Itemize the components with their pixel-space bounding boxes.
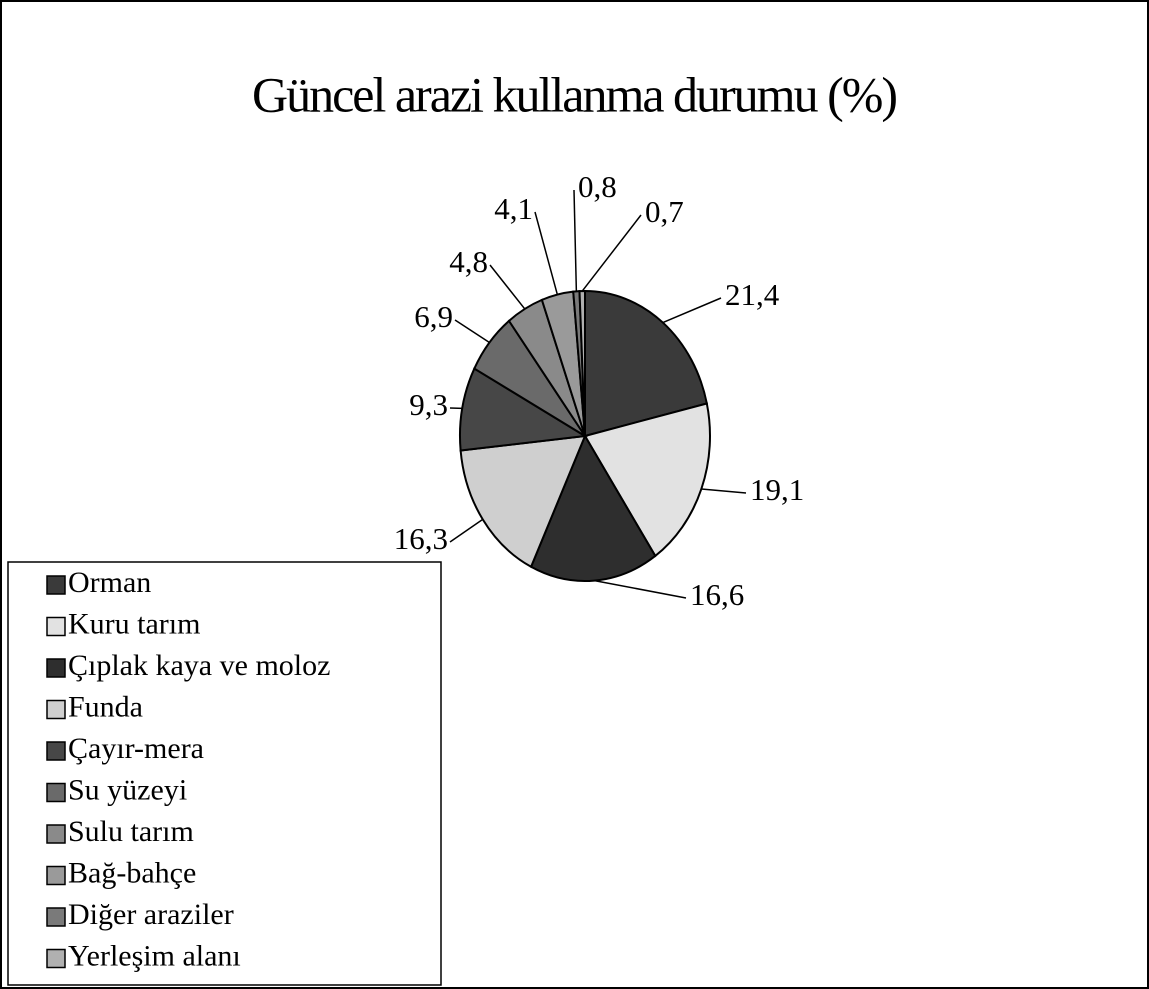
leader-line [489, 264, 526, 310]
data-label: 0,8 [578, 169, 617, 204]
pie-slice [459, 434, 587, 569]
legend-label: Funda [68, 690, 143, 723]
leader-line [534, 211, 559, 295]
legend-swatch [46, 699, 66, 720]
legend-swatch [46, 741, 66, 761]
legend-swatch [46, 616, 66, 637]
data-label: 16,3 [394, 521, 448, 556]
leader-line [454, 319, 490, 344]
legend-swatch [46, 907, 66, 927]
pie-slice [459, 367, 588, 452]
leader-line [701, 488, 747, 494]
legend-label: Su yüzeyi [68, 773, 187, 806]
data-label: 16,6 [690, 577, 744, 612]
data-label: 6,9 [414, 299, 453, 334]
legend-label: Çıplak kaya ve moloz [68, 649, 330, 682]
legend-label: Bağ-bahçe [68, 856, 196, 889]
legend-swatch [46, 948, 66, 969]
leader-line [594, 579, 687, 599]
legend-label: Yerleşim alanı [68, 939, 241, 972]
data-label: 4,8 [449, 244, 488, 279]
legend-swatch [46, 824, 66, 844]
legend-label: Kuru tarım [68, 607, 200, 640]
legend-swatch [46, 658, 66, 678]
legend-swatch [46, 865, 66, 886]
data-label: 0,7 [645, 194, 684, 229]
pie-slice [583, 402, 711, 558]
data-label: 9,3 [409, 387, 448, 422]
data-label: 19,1 [750, 472, 804, 507]
legend-label: Çayır-mera [68, 732, 204, 765]
data-label: 4,1 [494, 191, 533, 226]
chart-title: Güncel arazi kullanma durumu (%) [252, 66, 896, 122]
leader-line [573, 189, 578, 292]
legend-swatch [46, 575, 66, 595]
pie-slice [529, 433, 657, 582]
data-label: 21,4 [725, 277, 780, 312]
legend-swatch [46, 782, 66, 803]
leader-line [581, 214, 642, 292]
leader-line [449, 518, 484, 543]
legend-label: Sulu tarım [68, 815, 194, 848]
legend-label: Diğer araziler [68, 898, 234, 931]
legend-box [7, 561, 442, 986]
leader-line [662, 297, 722, 324]
legend-label: Orman [68, 566, 151, 599]
